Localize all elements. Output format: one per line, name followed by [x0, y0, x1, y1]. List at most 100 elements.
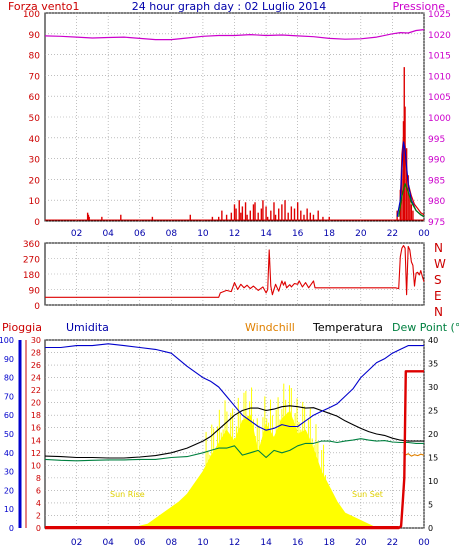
- rain-tick-label: 2: [36, 511, 41, 520]
- rain-tick-label: 10: [31, 461, 41, 470]
- temperature-axis-ticks: 40 35 30 25 20 15 10 5 0: [428, 336, 438, 533]
- weather-panel: Pioggia Umidita Windchill Temperatura De…: [0, 321, 459, 548]
- dewpoint-line: [44, 438, 424, 462]
- rain-tick-label: 28: [31, 349, 41, 358]
- weather-x-tick-label: 04: [102, 538, 114, 548]
- wind-x-tick-label: 12: [229, 229, 240, 239]
- weather-x-tick-label: 18: [324, 538, 336, 548]
- wind-x-ticks: 02 04 06 08 10 12 14 16 18 20 22 00: [71, 229, 430, 239]
- humidity-tick-label: 10: [4, 505, 14, 514]
- pressure-tick-label: 1015: [428, 52, 451, 62]
- pressure-tick-label: 1020: [428, 31, 451, 41]
- pressure-line: [44, 29, 425, 41]
- direction-tick-label: 360: [23, 240, 40, 250]
- wind-tick-label: 40: [29, 135, 41, 145]
- wind-tick-label: 10: [29, 197, 41, 207]
- wind-tick-label: 0: [34, 218, 40, 228]
- rain-tick-label: 16: [31, 424, 41, 433]
- direction-tick-label: 90: [29, 287, 41, 297]
- direction-line: [45, 245, 425, 298]
- direction-tick-label: 0: [34, 302, 40, 312]
- temperature-tick-label: 30: [428, 383, 438, 392]
- wind-series-4-line: [398, 183, 425, 218]
- wind-x-tick-label: 14: [260, 229, 272, 239]
- pressure-tick-label: 1025: [428, 10, 451, 20]
- wind-x-tick-label: 22: [387, 229, 398, 239]
- wind-tick-label: 90: [29, 31, 41, 41]
- pressure-tick-label: 1010: [428, 72, 451, 82]
- temperature-tick-label: 25: [428, 407, 438, 416]
- weather-x-tick-label: 20: [355, 538, 367, 548]
- humidity-tick-label: 20: [4, 486, 14, 495]
- windchill-line: [404, 453, 425, 457]
- direction-tick-label: 270: [23, 256, 40, 266]
- wind-speed-bars: [45, 67, 424, 221]
- rain-tick-label: 4: [36, 499, 41, 508]
- weather-x-tick-label: 12: [229, 538, 240, 548]
- rain-tick-label: 20: [31, 399, 41, 408]
- dewpoint-legend: Dew Point (°C: [392, 321, 459, 334]
- pressure-tick-label: 985: [428, 176, 445, 186]
- wind-tick-label: 60: [29, 93, 41, 103]
- wind-x-tick-label: 16: [292, 229, 304, 239]
- rain-tick-label: 8: [36, 474, 41, 483]
- weather-x-tick-label: 08: [166, 538, 178, 548]
- rain-tick-label: 6: [36, 486, 41, 495]
- weather-x-tick-label: 10: [197, 538, 209, 548]
- temperature-line: [44, 405, 424, 459]
- solar-bars: [131, 383, 377, 529]
- direction-line: [45, 245, 425, 298]
- wind-tick-label: 80: [29, 52, 41, 62]
- wind-x-tick-label: 02: [71, 229, 82, 239]
- wind-tick-label: 30: [29, 156, 41, 166]
- compass-label: E: [434, 289, 442, 303]
- wind-panel: Forza vento1 24 hour graph day : 02 Lugl…: [8, 0, 451, 239]
- wind-x-tick-label: 10: [197, 229, 209, 239]
- temperature-tick-label: 10: [428, 477, 438, 486]
- humidity-tick-label: 80: [4, 374, 14, 383]
- direction-grid: [45, 242, 425, 306]
- wind-x-tick-label: 18: [324, 229, 336, 239]
- weather-x-tick-label: 14: [260, 538, 272, 548]
- rain-tick-label: 0: [36, 524, 41, 533]
- weather-x-tick-label: 16: [292, 538, 304, 548]
- rain-tick-label: 30: [31, 336, 41, 345]
- temperature-tick-label: 35: [428, 360, 438, 369]
- sunset-label: Sun Set: [352, 490, 383, 499]
- windchill-legend: Windchill: [245, 321, 295, 334]
- wind-x-tick-label: 00: [418, 229, 430, 239]
- wind-x-tick-label: 04: [102, 229, 114, 239]
- humidity-tick-label: 90: [4, 355, 14, 364]
- graph-title: 24 hour graph day : 02 Luglio 2014: [132, 0, 327, 13]
- humidity-tick-label: 60: [4, 411, 14, 420]
- temperature-tick-label: 5: [428, 501, 433, 510]
- compass-label: S: [434, 273, 442, 287]
- pressure-tick-label: 980: [428, 197, 445, 207]
- humidity-tick-label: 50: [4, 430, 14, 439]
- pressure-axis-label: Pressione: [393, 0, 446, 13]
- pressure-tick-label: 1005: [428, 93, 451, 103]
- humidity-line: [45, 343, 424, 431]
- temperature-tick-label: 40: [428, 336, 438, 345]
- pressure-tick-label: 990: [428, 156, 445, 166]
- temperature-legend: Temperatura: [312, 321, 383, 334]
- rain-tick-label: 14: [31, 436, 41, 445]
- sunrise-label: Sun Rise: [110, 490, 145, 499]
- rain-tick-label: 18: [31, 411, 41, 420]
- rain-line: [45, 370, 424, 530]
- weather-lines: [44, 343, 425, 530]
- wind-x-tick-label: 06: [134, 229, 146, 239]
- wind-lines: [44, 29, 425, 218]
- rain-tick-label: 24: [31, 374, 41, 383]
- compass-label: N: [434, 241, 443, 255]
- pressure-tick-label: 975: [428, 218, 445, 228]
- wind-tick-label: 70: [29, 72, 41, 82]
- pressure-tick-label: 1000: [428, 114, 451, 124]
- wind-x-tick-label: 20: [355, 229, 367, 239]
- compass-label: N: [434, 305, 443, 319]
